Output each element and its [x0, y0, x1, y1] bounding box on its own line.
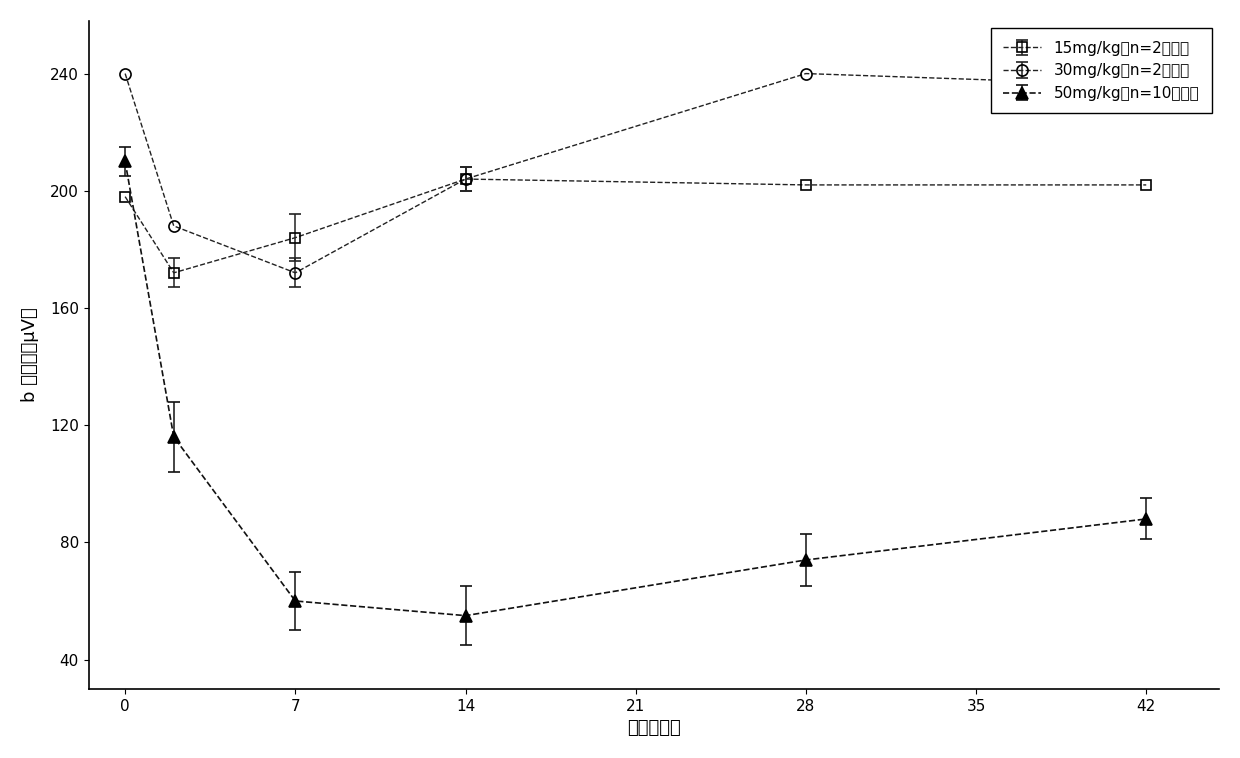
Y-axis label: b 波波幅（μV）: b 波波幅（μV）: [21, 308, 38, 402]
Legend: 15mg/kg（n=2只眼）, 30mg/kg（n=2只眼）, 50mg/kg（n=10只眼）: 15mg/kg（n=2只眼）, 30mg/kg（n=2只眼）, 50mg/kg（…: [991, 29, 1211, 113]
X-axis label: 时间（天）: 时间（天）: [627, 719, 681, 738]
